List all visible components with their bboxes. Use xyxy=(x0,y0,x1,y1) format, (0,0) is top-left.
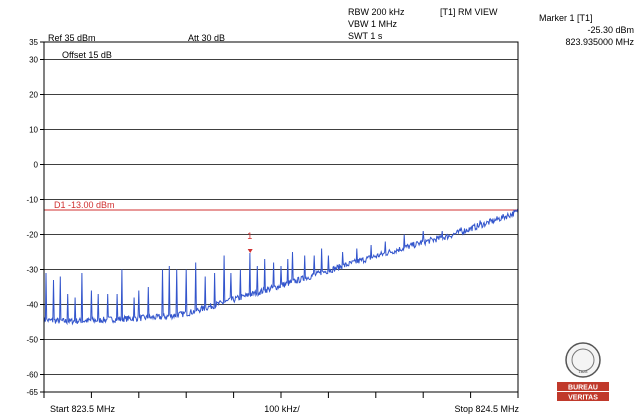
y-tick-label: 30 xyxy=(29,56,38,65)
y-tick-label: -20 xyxy=(26,231,38,240)
logo-seal-inner xyxy=(571,348,595,372)
logo-band-top xyxy=(557,382,609,391)
y-tick-label: -10 xyxy=(26,196,38,205)
logo-text-veritas: VERITAS xyxy=(568,395,598,402)
x-axis-ticks xyxy=(43,392,519,398)
y-tick-label: 35 xyxy=(29,38,38,47)
x-div-label: 100 kHz/ xyxy=(264,404,300,414)
swt-label: SWT 1 s xyxy=(348,31,383,41)
y-tick-label: -65 xyxy=(26,388,38,397)
y-tick-label: -50 xyxy=(26,336,38,345)
plot-frame xyxy=(43,41,519,393)
offset-label: Offset 15 dB xyxy=(62,50,112,60)
marker-1: 1 xyxy=(247,231,253,254)
grid xyxy=(44,59,518,375)
y-tick-label: 20 xyxy=(29,91,38,100)
logo-text-bureau: BUREAU xyxy=(568,385,598,392)
attenuation-label: Att 30 dB xyxy=(188,33,225,43)
y-tick-label: -60 xyxy=(26,371,38,380)
marker-title: Marker 1 [T1] xyxy=(539,13,593,23)
x-stop-label: Stop 824.5 MHz xyxy=(454,404,519,414)
y-tick-label: 10 xyxy=(29,126,38,135)
y-tick-label: -30 xyxy=(26,266,38,275)
y-tick-label: -40 xyxy=(26,301,38,310)
trace-1 xyxy=(43,208,519,326)
marker-level: -25.30 dBm xyxy=(587,25,634,35)
logo-year: 1828 xyxy=(579,369,589,374)
logo-band-bottom xyxy=(557,392,609,401)
marker-1-label: 1 xyxy=(247,231,252,241)
marker-1-symbol xyxy=(247,249,253,254)
marker-frequency: 823.935000 MHz xyxy=(565,37,634,47)
trace-mode-label: [T1] RM VIEW xyxy=(440,7,498,17)
rbw-label: RBW 200 kHz xyxy=(348,7,405,17)
ref-level-label: Ref 35 dBm xyxy=(48,33,96,43)
y-tick-label: 0 xyxy=(34,161,39,170)
y-axis-ticks: 35 30 20 10 0 -10 -20 -30 -40 -50 -60 -65 xyxy=(26,38,44,397)
limit-line-label: D1 -13.00 dBm xyxy=(54,200,115,210)
bureau-veritas-logo: 1828 BUREAU VERITAS xyxy=(557,342,609,402)
logo-seal xyxy=(565,342,601,378)
trace-1-line xyxy=(43,208,519,326)
vbw-label: VBW 1 MHz xyxy=(348,19,398,29)
x-start-label: Start 823.5 MHz xyxy=(50,404,116,414)
